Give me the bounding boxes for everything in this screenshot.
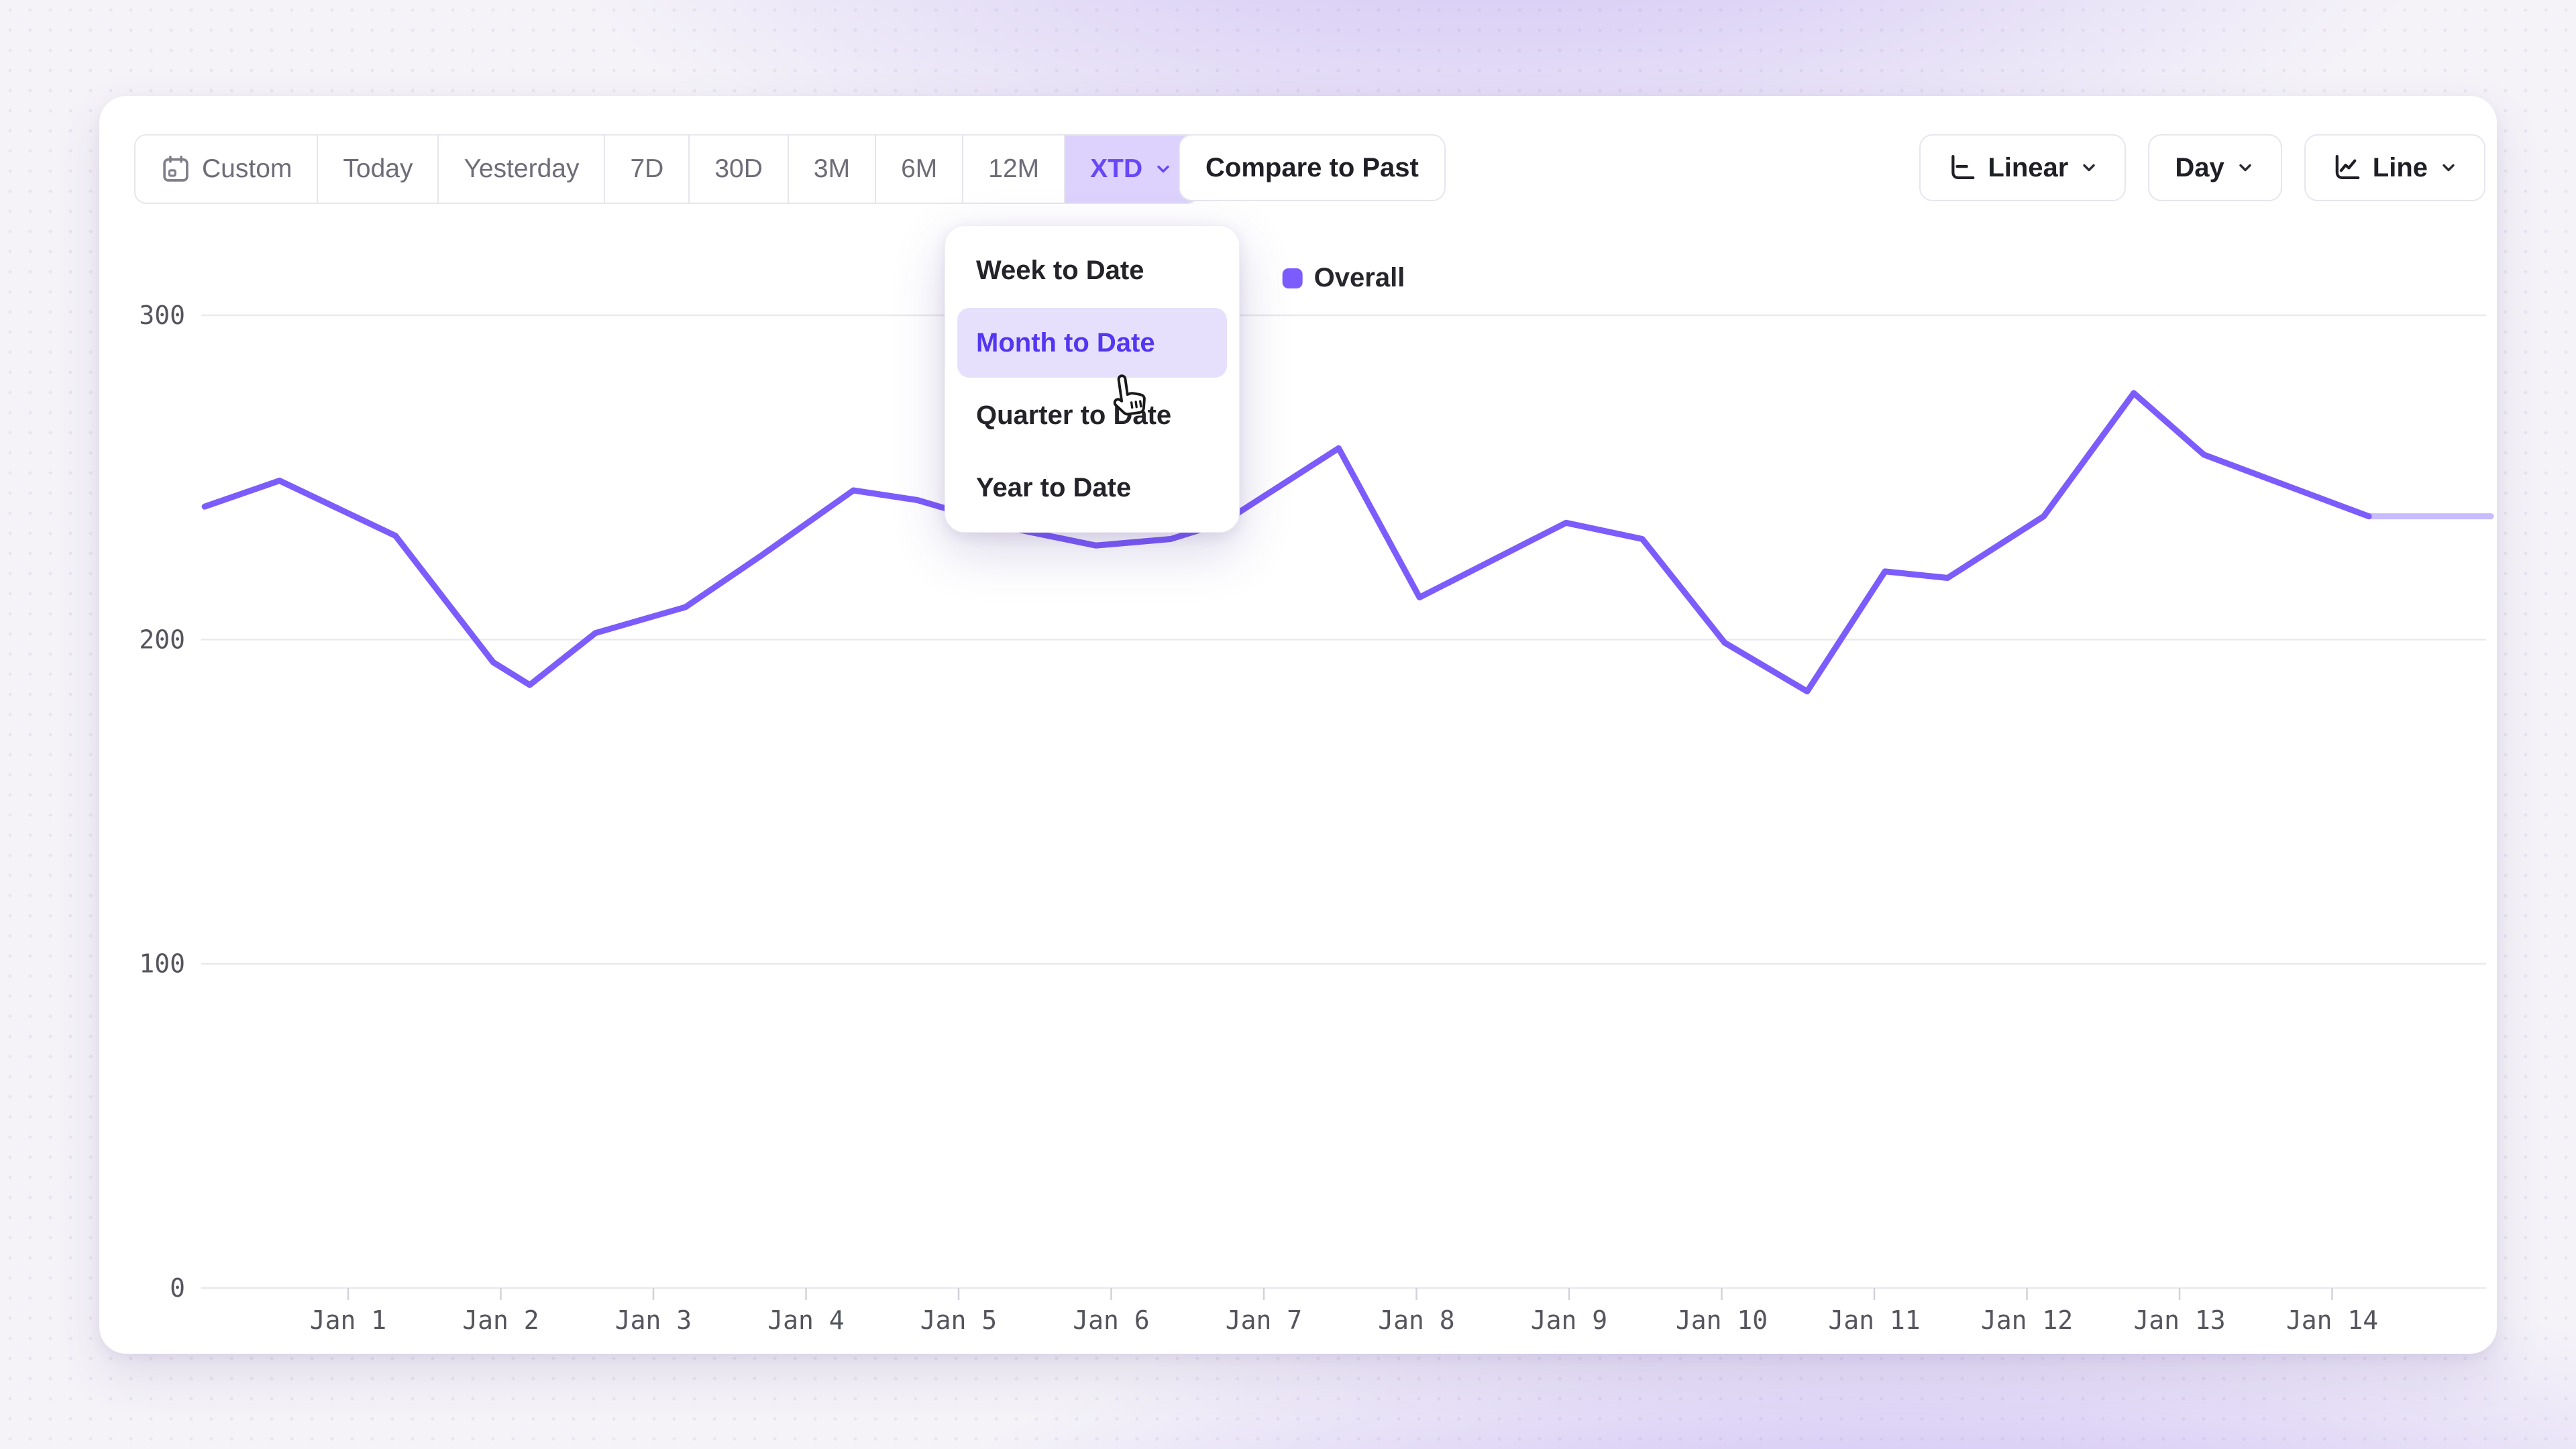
interval-select-label: Day xyxy=(2175,152,2224,182)
date-range-today[interactable]: Today xyxy=(317,136,438,203)
scale-select-button[interactable]: Linear xyxy=(1919,134,2127,201)
chart-type-select-label: Line xyxy=(2372,152,2428,182)
line-chart-icon xyxy=(2335,155,2360,180)
date-range-label: XTD xyxy=(1090,154,1143,183)
date-range-label: 6M xyxy=(901,154,938,183)
compare-to-past-button[interactable]: Compare to Past xyxy=(1179,134,1446,201)
date-range-3m[interactable]: 3M xyxy=(787,136,875,203)
date-range-6m[interactable]: 6M xyxy=(875,136,963,203)
chevron-down-icon xyxy=(2239,164,2251,172)
chart-type-select-button[interactable]: Line xyxy=(2304,134,2485,201)
date-range-xtd[interactable]: XTD xyxy=(1064,136,1199,203)
axis-scale-icon xyxy=(1951,155,1975,180)
chevron-down-icon xyxy=(1157,165,1169,173)
chevron-down-icon xyxy=(2443,164,2455,172)
date-range-custom[interactable]: Custom xyxy=(136,136,317,203)
dropdown-item-year-to-date[interactable]: Year to Date xyxy=(976,472,1132,502)
date-range-30d[interactable]: 30D xyxy=(688,136,788,203)
compare-to-past-label: Compare to Past xyxy=(1205,152,1419,182)
legend: Overall xyxy=(1282,263,1405,293)
dropdown-item-week-to-date[interactable]: Week to Date xyxy=(976,255,1144,285)
date-range-label: Custom xyxy=(202,154,292,183)
chevron-down-icon xyxy=(2083,164,2096,172)
date-range-12m[interactable]: 12M xyxy=(962,136,1065,203)
legend-color-swatch xyxy=(1282,268,1303,288)
calendar-icon xyxy=(163,156,189,182)
date-range-label: 12M xyxy=(988,154,1040,183)
date-range-dropdown: Week to Date Month to Date Quarter to Da… xyxy=(945,225,1240,533)
legend-series-label: Overall xyxy=(1313,263,1405,292)
date-range-group: Custom Today Yesterday 7D 30D 3M 6M 12M … xyxy=(134,134,1200,204)
dropdown-item-quarter-to-date[interactable]: Quarter to Date xyxy=(976,400,1172,430)
insights-card xyxy=(99,96,2497,1354)
chart-controls: Linear Day Line xyxy=(1919,134,2485,201)
date-range-label: Today xyxy=(343,154,413,183)
scale-select-label: Linear xyxy=(1988,152,2069,182)
date-range-label: 30D xyxy=(714,154,763,183)
date-range-7d[interactable]: 7D xyxy=(604,136,689,203)
date-range-label: 7D xyxy=(630,154,664,183)
interval-select-button[interactable]: Day xyxy=(2148,134,2282,201)
dropdown-item-month-to-date[interactable]: Month to Date xyxy=(957,308,1227,378)
date-range-label: 3M xyxy=(813,154,851,183)
date-range-label: Yesterday xyxy=(464,154,580,183)
date-range-yesterday[interactable]: Yesterday xyxy=(437,136,604,203)
